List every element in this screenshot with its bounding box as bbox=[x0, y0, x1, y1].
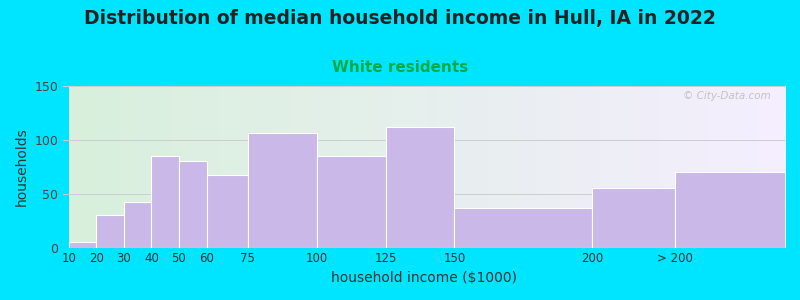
Bar bbox=[675, 172, 785, 248]
Text: © City-Data.com: © City-Data.com bbox=[683, 91, 770, 101]
Bar bbox=[179, 161, 206, 248]
Y-axis label: households: households bbox=[15, 128, 29, 206]
Bar bbox=[69, 242, 96, 248]
Bar bbox=[151, 156, 179, 248]
Bar bbox=[592, 188, 675, 248]
Bar bbox=[248, 134, 317, 248]
Bar bbox=[317, 156, 386, 248]
Text: Distribution of median household income in Hull, IA in 2022: Distribution of median household income … bbox=[84, 9, 716, 28]
Bar bbox=[124, 202, 151, 248]
X-axis label: household income ($1000): household income ($1000) bbox=[331, 271, 517, 285]
Bar bbox=[96, 215, 124, 247]
Bar bbox=[206, 176, 248, 248]
Text: White residents: White residents bbox=[332, 60, 468, 75]
Bar bbox=[386, 127, 454, 248]
Bar bbox=[454, 208, 592, 248]
